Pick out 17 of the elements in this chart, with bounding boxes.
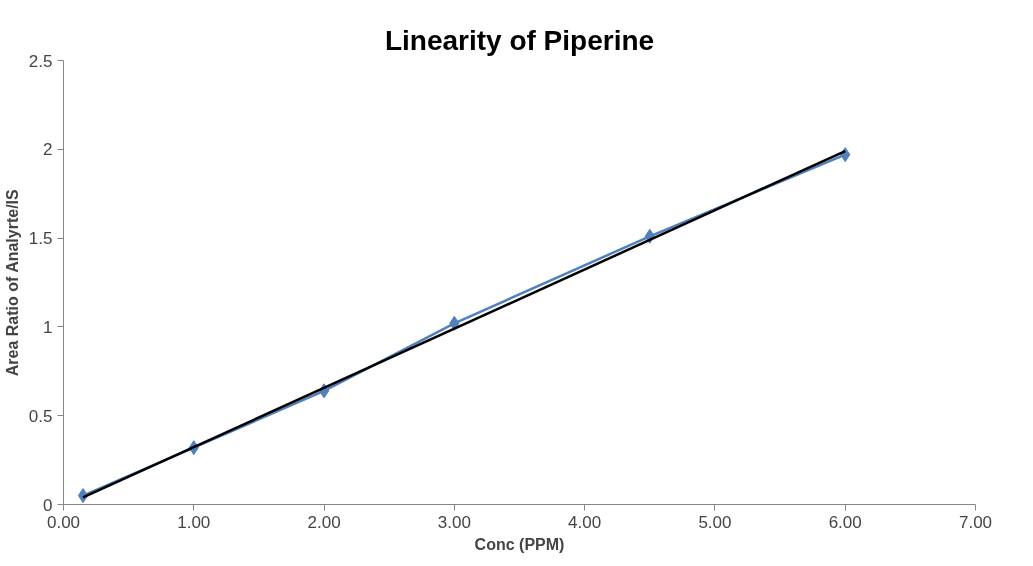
y-tick-label: 2.5 [28, 51, 53, 71]
y-tick-label: 0 [43, 495, 53, 515]
x-tick-label: 2.00 [307, 512, 341, 532]
x-tick-label: 6.00 [828, 512, 862, 532]
x-tick-label: 3.00 [437, 512, 471, 532]
x-tick-label: 7.00 [958, 512, 993, 532]
y-tick-label: 0.5 [28, 406, 53, 426]
x-tick-label: 5.00 [698, 512, 732, 532]
y-tick-label: 2 [43, 140, 53, 160]
x-tick-label: 4.00 [568, 512, 602, 532]
chart-title: Linearity of Piperine [384, 24, 655, 56]
y-axis-title: Area Ratio of Analyrte/IS [3, 188, 21, 377]
x-tick-label: 0.00 [46, 512, 81, 532]
y-tick-label: 1.5 [28, 229, 53, 249]
y-tick-label: 1 [43, 317, 53, 337]
x-tick-label: 1.00 [177, 512, 211, 532]
x-axis-title: Conc (PPM) [474, 535, 565, 553]
